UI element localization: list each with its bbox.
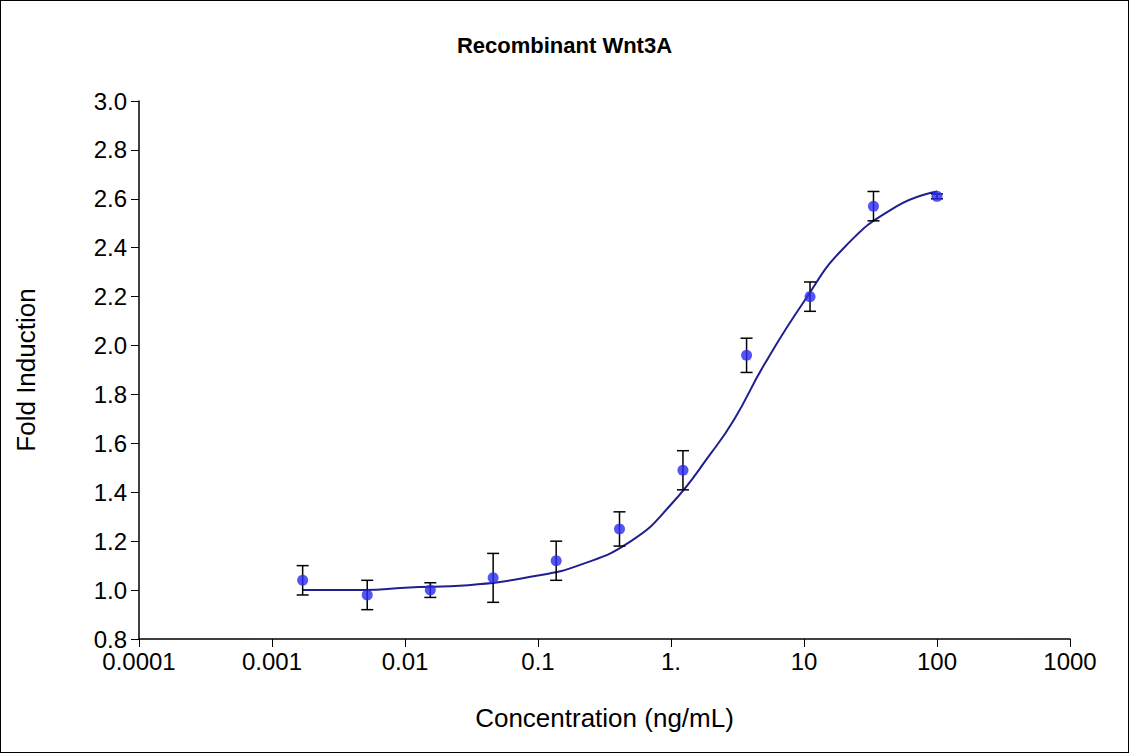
svg-text:0.0001: 0.0001 [102,648,175,675]
svg-text:1.2: 1.2 [94,528,127,555]
svg-text:1.: 1. [661,648,681,675]
svg-text:1.4: 1.4 [94,479,127,506]
svg-text:1.6: 1.6 [94,430,127,457]
svg-text:100: 100 [917,648,957,675]
svg-text:Fold Induction: Fold Induction [11,288,41,451]
svg-text:Recombinant Wnt3A: Recombinant Wnt3A [457,33,672,58]
svg-text:2.0: 2.0 [94,332,127,359]
svg-text:2.6: 2.6 [94,185,127,212]
svg-text:0.001: 0.001 [242,648,302,675]
svg-text:0.8: 0.8 [93,625,127,653]
svg-text:1.8: 1.8 [94,381,127,408]
svg-text:10: 10 [791,648,818,675]
svg-text:1.0: 1.0 [94,577,127,604]
svg-text:2.2: 2.2 [94,283,127,310]
svg-text:1000: 1000 [1043,648,1096,675]
svg-text:3.0: 3.0 [94,88,127,115]
svg-text:2.4: 2.4 [94,234,127,261]
svg-text:0.01: 0.01 [382,648,429,675]
svg-text:Concentration (ng/mL): Concentration (ng/mL) [475,703,734,733]
svg-text:0.1: 0.1 [521,648,554,675]
svg-text:2.8: 2.8 [94,136,127,163]
